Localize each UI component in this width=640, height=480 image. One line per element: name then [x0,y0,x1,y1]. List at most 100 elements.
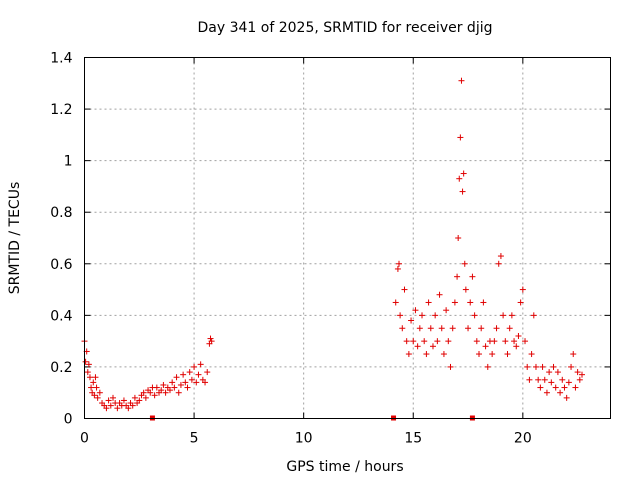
data-point [396,260,403,267]
data-point [504,351,511,358]
data-point [173,374,180,381]
data-point [530,312,537,319]
data-point [454,273,461,280]
data-point [84,369,91,376]
data-point [204,369,211,376]
data-point [550,363,557,370]
data-point [85,361,92,368]
data-point [93,384,100,391]
data-point [109,394,116,401]
data-point [552,384,559,391]
data-point [425,299,432,306]
data-point [447,363,454,370]
data-point [579,371,586,378]
data-point [576,376,583,383]
x-tick-label: 20 [514,431,532,447]
data-point [399,325,406,332]
data-point [90,379,97,386]
y-tick-label: 0.4 [50,308,72,324]
data-point [195,371,202,378]
data-point [528,351,535,358]
y-tick-label: 0.2 [50,360,72,376]
data-point [436,291,443,298]
data-point [142,394,149,401]
data-point [459,188,466,195]
data-point [443,307,450,314]
data-point [524,363,531,370]
data-point [96,389,103,396]
chart-title: Day 341 of 2025, SRMTID for receiver dji… [198,20,493,36]
data-point [458,77,465,84]
data-point [405,351,412,358]
data-point [120,397,127,404]
data-point [182,379,189,386]
data-point [484,363,491,370]
data-point [188,376,195,383]
data-point [408,317,415,324]
data-point [153,384,160,391]
data-point [403,338,410,345]
data-point [559,376,566,383]
data-point [160,381,167,388]
data-point [500,312,507,319]
data-point [517,299,524,306]
data-point [136,397,143,404]
data-point [572,384,579,391]
data-point [471,312,478,319]
data-point [193,379,200,386]
y-tick-label: 0 [64,412,73,428]
y-tick-label: 1 [64,154,73,170]
data-point [103,405,110,412]
data-point [537,384,544,391]
data-point [495,260,502,267]
x-tick-label: 5 [190,431,199,447]
data-point [158,387,165,394]
data-point [467,299,474,306]
data-point [515,332,522,339]
plot-frame [84,57,611,419]
data-point [162,389,169,396]
y-axis-label: SRMTID / TECUs [7,182,23,295]
y-tick-label: 1.2 [50,102,72,118]
data-point [197,361,204,368]
data-point [147,389,154,396]
data-point [82,358,89,365]
data-point [513,343,520,350]
data-point [440,351,447,358]
data-point [432,312,439,319]
data-point [207,335,214,342]
x-axis-label: GPS time / hours [286,459,403,475]
data-point [91,392,98,399]
data-point [455,235,462,241]
data-point [532,363,539,370]
data-point [175,389,182,396]
data-point [476,351,482,358]
data-point [419,312,426,319]
data-point [457,134,464,141]
data-point [506,325,513,332]
data-point [171,384,178,391]
data-point [460,170,467,177]
data-point [94,394,101,401]
data-point [191,363,198,370]
y-tick-label: 0.6 [50,257,72,273]
x-tick-label: 10 [295,431,313,447]
data-point [401,286,408,293]
data-point [456,175,463,182]
data-point [416,325,423,332]
data-point [397,312,404,319]
data-point [151,392,158,399]
data-point [140,389,147,396]
data-point [208,338,215,345]
data-point [469,273,476,280]
y-tick-label: 1.4 [50,51,72,67]
data-point [570,351,577,358]
data-point [493,325,500,332]
data-point [131,394,138,401]
data-point [184,384,191,391]
data-point [412,307,419,314]
data-point [166,387,173,394]
data-point [414,343,421,350]
x-tick-label: 0 [80,431,89,447]
